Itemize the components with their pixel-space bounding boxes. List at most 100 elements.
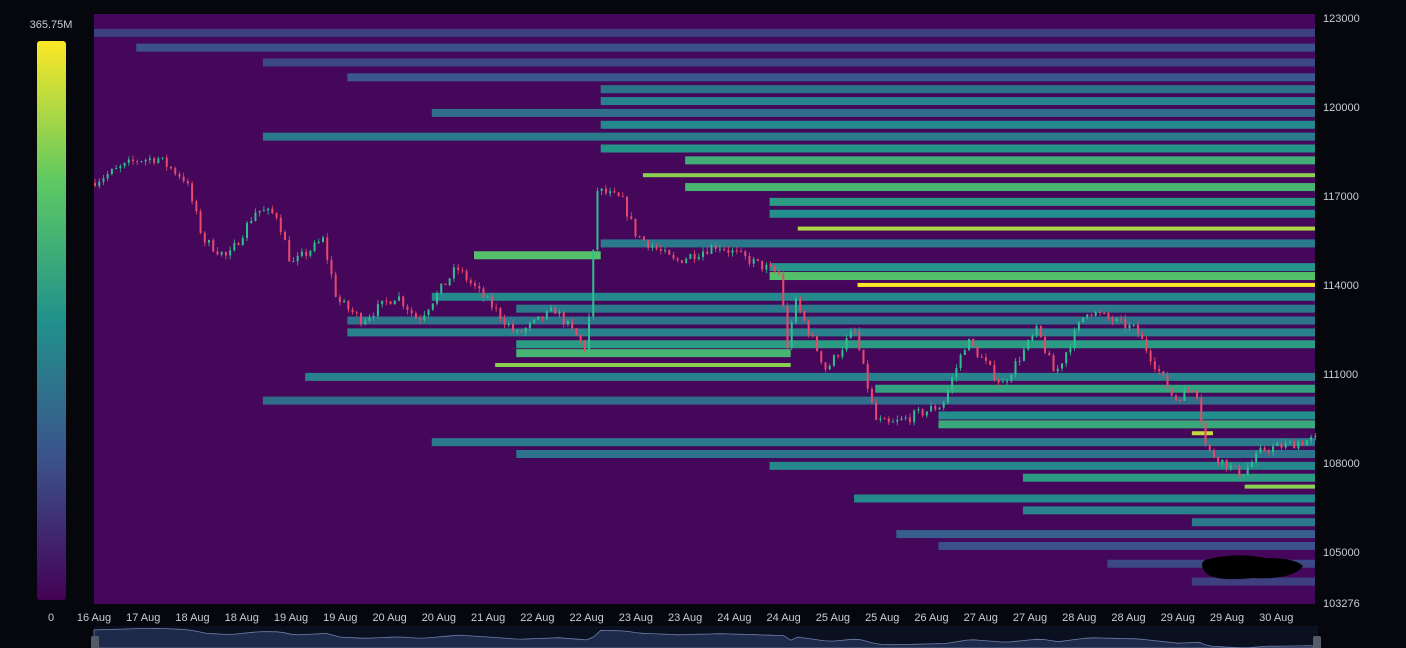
heatmap-band [516, 449, 1315, 458]
candle-body [423, 315, 426, 320]
candle-body [1077, 322, 1080, 331]
candle-body [946, 389, 949, 403]
heatmap-band [431, 292, 1315, 301]
heatmap-band [857, 282, 1315, 287]
candle-body [368, 317, 371, 321]
candle-body [756, 258, 759, 261]
candle-body [507, 324, 510, 326]
candle-body [254, 212, 257, 222]
navigator-right-handle[interactable] [1313, 636, 1321, 648]
x-tick-label: 21 Aug [471, 612, 505, 624]
candle-body [769, 264, 772, 267]
candle-body [849, 330, 852, 339]
candle-body [474, 283, 477, 287]
candle-body [326, 237, 329, 260]
candle-body [588, 316, 591, 350]
candle-body [110, 169, 113, 175]
candle-body [963, 350, 966, 355]
heatmap-band [474, 251, 601, 260]
candle-body [938, 407, 941, 410]
candle-body [140, 161, 143, 163]
candle-body [157, 158, 160, 163]
candle-body [883, 418, 886, 420]
candle-body [419, 318, 422, 320]
candle-body [680, 260, 683, 263]
heatmap-band [854, 494, 1315, 503]
candle-body [913, 410, 916, 423]
candle-body [127, 159, 130, 163]
heatmap-band [1244, 484, 1315, 489]
candle-body [866, 363, 869, 389]
candle-body [659, 248, 662, 251]
candle-body [980, 357, 983, 359]
candle-body [1246, 467, 1249, 476]
candle-body [984, 357, 987, 361]
candle-body [900, 418, 903, 420]
candle-body [1221, 459, 1224, 464]
heatmap-band [431, 108, 1315, 117]
candle-body [199, 211, 202, 233]
candle-body [706, 251, 709, 254]
x-tick-label: 18 Aug [175, 612, 209, 624]
candle-body [440, 283, 443, 293]
candle-body [727, 250, 730, 253]
candle-body [710, 245, 713, 254]
candle-body [448, 278, 451, 286]
candle-body [1098, 311, 1101, 313]
candle-body [106, 174, 109, 179]
candle-body [714, 245, 717, 249]
candle-body [495, 307, 498, 309]
y-tick-label: 114000 [1323, 280, 1359, 292]
candle-body [1022, 349, 1025, 361]
candle-body [123, 162, 126, 167]
candle-body [807, 320, 810, 335]
heatmap-band [1191, 577, 1315, 586]
candle-body [385, 300, 388, 302]
candle-body [1056, 368, 1059, 372]
heatmap-band [938, 411, 1315, 420]
x-tick-label: 17 Aug [126, 612, 160, 624]
candle-body [959, 354, 962, 369]
time-navigator[interactable] [91, 626, 1321, 648]
candle-body [634, 218, 637, 237]
x-tick-label: 26 Aug [914, 612, 948, 624]
candle-body [1141, 334, 1144, 340]
candle-body [1225, 459, 1228, 469]
y-tick-label: 103276 [1323, 598, 1360, 610]
candle-body [98, 181, 101, 186]
candle-body [647, 240, 650, 248]
candle-body [541, 316, 544, 320]
price-candles [94, 154, 1317, 479]
candle-body [689, 254, 692, 259]
candle-body [604, 188, 607, 194]
candle-body [414, 313, 417, 319]
candle-body [786, 306, 789, 348]
x-tick-label: 24 Aug [717, 612, 751, 624]
candle-body [229, 250, 232, 256]
candle-body [431, 303, 434, 310]
candle-body [275, 213, 278, 218]
candle-body [697, 256, 700, 260]
candle-body [942, 402, 945, 408]
candle-body [309, 250, 312, 256]
navigator-left-handle[interactable] [91, 636, 99, 648]
candle-body [997, 379, 1000, 383]
candle-body [626, 196, 629, 217]
y-tick-label: 105000 [1323, 547, 1360, 559]
heatmap-band [769, 263, 1315, 272]
candle-body [1293, 441, 1296, 449]
candle-body [284, 232, 287, 241]
candle-body [300, 251, 303, 256]
candle-body [1124, 318, 1127, 329]
heatmap-band [600, 120, 1315, 129]
candle-body [676, 258, 679, 261]
candle-body [1136, 324, 1139, 335]
heatmap-bands [94, 28, 1316, 586]
heatmap-band [685, 183, 1315, 192]
candle-body [355, 312, 358, 314]
candle-body [153, 158, 156, 163]
candle-body [444, 283, 447, 286]
candle-body [102, 178, 105, 182]
candle-body [630, 216, 633, 219]
heatmap-band [347, 328, 1315, 337]
